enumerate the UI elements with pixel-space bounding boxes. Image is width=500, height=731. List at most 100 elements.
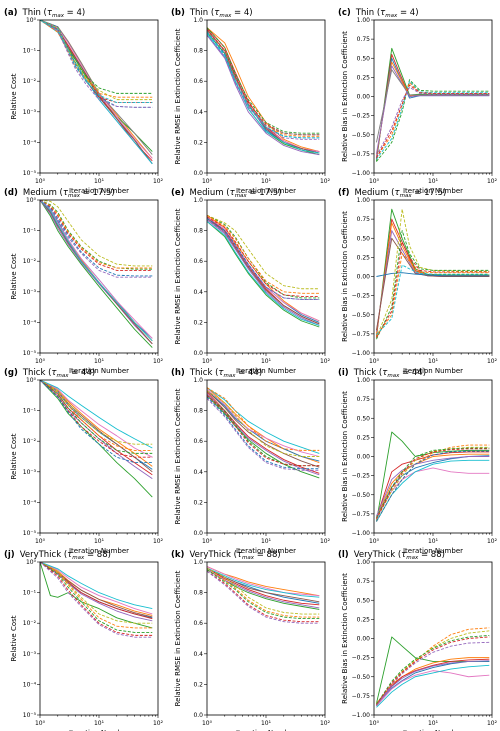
y-tick-label: 10⁻¹ (23, 590, 37, 597)
x-tick-label: 10² (153, 720, 164, 727)
x-tick-label: 10¹ (261, 178, 272, 185)
panel-letter: (k) (171, 550, 185, 560)
series-line (207, 567, 320, 606)
y-tick-label: 0.2 (193, 139, 203, 146)
y-axis-label: Relative Cost (10, 615, 18, 661)
panel-letter: (b) (171, 8, 185, 18)
series-line-dashed (207, 567, 320, 615)
x-tick-label: 10⁰ (35, 178, 46, 185)
tau-value: = 88) (418, 550, 445, 560)
series-line-dashed (207, 569, 320, 618)
y-tick-label: 0.8 (193, 408, 203, 415)
y-tick-label: 0.6 (193, 78, 203, 85)
series-line (207, 569, 320, 609)
x-tick-label: 10² (487, 538, 498, 545)
tau-value: = 4) (397, 8, 418, 18)
x-axis-label: Iteration Number (236, 547, 296, 555)
series-line-dashed (40, 380, 153, 458)
series-line (376, 660, 490, 706)
y-tick-label: −1.00 (352, 170, 371, 177)
series-group (207, 566, 320, 624)
series-line (207, 31, 320, 156)
y-tick-label: 10⁻⁴ (23, 319, 37, 326)
y-tick-label: 0.0 (193, 530, 203, 537)
y-tick-label: −0.50 (352, 492, 371, 499)
series-line-dashed (207, 394, 320, 467)
x-tick-label: 10¹ (94, 538, 105, 545)
series-line (207, 390, 320, 462)
series-line-dashed (376, 80, 490, 160)
tau-subscript: max (235, 193, 248, 199)
series-group (375, 47, 490, 162)
panel-title-text: Thick ( (353, 368, 383, 378)
tau-subscript: max (400, 193, 413, 199)
series-line-dashed (207, 390, 320, 457)
y-tick-label: 10⁻² (23, 620, 37, 627)
x-axis-label: Iteration Number (236, 367, 296, 375)
series-line (207, 221, 320, 326)
x-axis-label: Iteration Number (69, 187, 129, 195)
y-tick-label: 0.75 (357, 216, 371, 223)
y-axis-label: Relative Bias in Extinction Coefficient (341, 31, 349, 162)
series-line-dashed (207, 569, 320, 620)
x-axis-label: Iteration Number (236, 187, 296, 195)
y-tick-label: 10⁻⁵ (23, 350, 37, 357)
series-group (207, 387, 320, 479)
tau-subscript: max (406, 555, 419, 561)
series-line-dashed (376, 448, 490, 520)
y-tick-label: 0.8 (193, 590, 203, 597)
series-line-dashed (40, 380, 153, 464)
series-line-dashed (207, 214, 320, 290)
series-line-dashed (207, 570, 320, 623)
series-group (207, 27, 320, 156)
y-axis-label: Relative Cost (10, 253, 18, 299)
x-axis-label: Iteration Number (403, 187, 463, 195)
series-line (40, 200, 153, 339)
tau-symbol: τ (382, 368, 388, 378)
series-group (375, 431, 490, 522)
panel-letter: (i) (338, 368, 349, 378)
y-tick-label: 10⁻⁵ (23, 170, 37, 177)
x-axis-label: Iteration Number (403, 367, 463, 375)
series-line (207, 567, 320, 603)
series-line-dashed (376, 447, 490, 518)
series-line-dashed (376, 86, 490, 157)
y-tick-label: −0.50 (352, 132, 371, 139)
y-tick-label: 0.75 (357, 578, 371, 585)
series-line-dashed (40, 200, 153, 270)
series-line-dashed (40, 200, 153, 267)
x-tick-label: 10¹ (428, 358, 439, 365)
x-tick-label: 10⁰ (35, 358, 46, 365)
y-tick-label: 1.0 (193, 197, 203, 204)
y-tick-label: −0.25 (352, 473, 371, 480)
y-tick-label: 0.25 (357, 254, 371, 261)
series-group (375, 208, 490, 340)
series-line-dashed (40, 200, 153, 269)
series-line (375, 61, 490, 157)
tau-subscript: max (68, 193, 81, 199)
series-group (376, 627, 490, 708)
series-line (207, 216, 320, 322)
x-tick-label: 10⁰ (369, 720, 380, 727)
panel-letter: (f) (338, 188, 350, 198)
x-tick-label: 10¹ (94, 178, 105, 185)
chart-panel: 10⁰ 10¹ 10² −1.00 −0.75 −0.50 −0.25 0.00 0.25 0.5… (338, 8, 498, 195)
y-tick-label: 10⁻³ (23, 469, 37, 476)
y-tick-label: 10⁻³ (23, 651, 37, 658)
tau-symbol: τ (214, 8, 220, 18)
tau-symbol: τ (401, 550, 407, 560)
chart-panel: 10⁰ 10¹ 10² −1.00 −0.75 −0.50 −0.25 0.00 0.25 0.5… (338, 550, 498, 731)
y-tick-label: 10⁻⁴ (23, 139, 37, 146)
x-axis-label: Iteration Number (69, 547, 129, 555)
series-line-dashed (40, 562, 153, 633)
panel-title: (a) Thin (τmax = 4) (4, 8, 85, 19)
series-line-dashed (376, 446, 490, 520)
x-tick-label: 10² (487, 358, 498, 365)
series-line-dashed (40, 20, 153, 101)
series-line-dashed (40, 200, 153, 271)
y-tick-label: 0.8 (193, 228, 203, 235)
panel-title-text: VeryThick ( (354, 550, 401, 560)
tau-value: = 17.5) (412, 188, 447, 198)
y-tick-label: 1.00 (357, 377, 371, 384)
x-tick-label: 10⁰ (35, 720, 46, 727)
